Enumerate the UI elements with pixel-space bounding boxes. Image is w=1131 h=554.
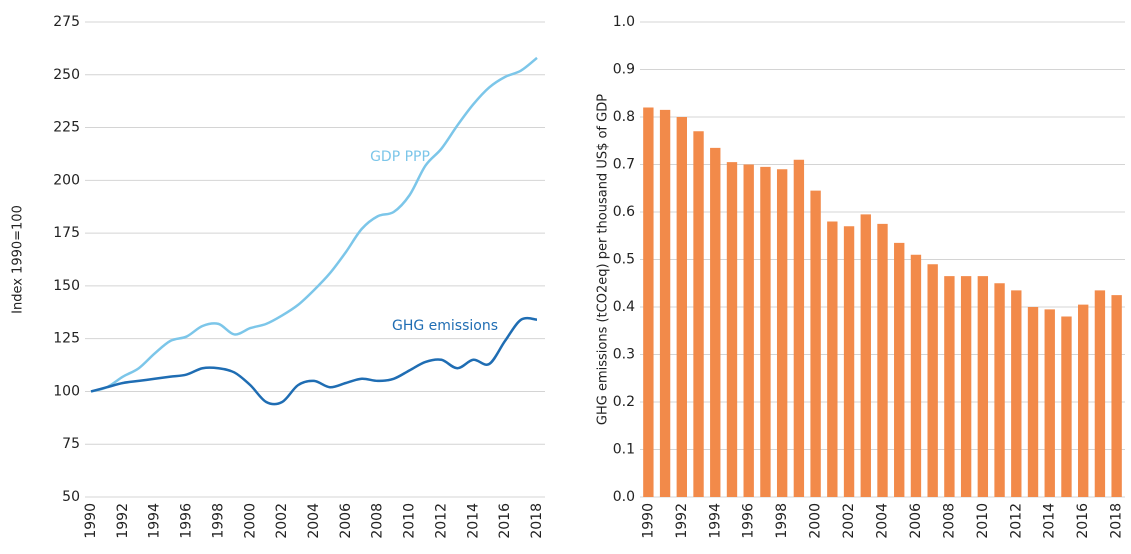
x-tick-label: 1998	[774, 503, 790, 539]
x-tick-label: 2006	[908, 503, 924, 539]
y-tick-label: 0.7	[613, 157, 635, 173]
x-tick-label: 1996	[179, 503, 195, 539]
bar	[994, 283, 1005, 497]
bar	[1011, 290, 1022, 497]
bar	[894, 242, 905, 497]
y-tick-label: 275	[53, 14, 80, 30]
y-tick-label: 0.9	[613, 62, 635, 78]
x-tick-label: 2016	[1075, 503, 1091, 539]
y-tick-label: 100	[53, 383, 80, 399]
x-tick-label: 2018	[529, 503, 545, 539]
y-tick-label: 200	[53, 172, 80, 188]
x-tick-label: 1994	[707, 503, 723, 539]
x-tick-label: 1990	[640, 503, 656, 539]
bar	[927, 264, 938, 497]
x-tick-label: 2002	[274, 503, 290, 539]
y-tick-label: 0.0	[613, 489, 635, 505]
y-tick-label: 0.3	[613, 347, 635, 363]
x-tick-label: 1990	[83, 503, 99, 539]
x-tick-label: 2004	[306, 503, 322, 539]
bar	[643, 107, 654, 497]
y-tick-label: 175	[53, 225, 80, 241]
bar	[827, 221, 838, 497]
x-tick-label: 2010	[975, 503, 991, 539]
y-tick-label: 150	[53, 278, 80, 294]
bar	[793, 159, 805, 497]
x-tick-label: 2008	[370, 503, 386, 539]
bar	[710, 147, 721, 497]
y-tick-label: 0.1	[613, 442, 635, 458]
x-tick-label: 2006	[338, 503, 354, 539]
x-tick-label: 2014	[465, 503, 481, 539]
bar	[659, 109, 671, 497]
bar	[810, 190, 821, 497]
y-tick-label: 75	[62, 436, 80, 452]
bar	[1078, 304, 1089, 497]
series-label: GDP PPP	[370, 149, 430, 165]
bar	[910, 254, 922, 497]
y-tick-label: 0.5	[613, 252, 635, 268]
line-series	[90, 316, 538, 406]
x-tick-label: 2014	[1042, 503, 1058, 539]
x-tick-label: 2012	[433, 503, 449, 539]
series-label: GHG emissions	[392, 318, 498, 334]
x-tick-label: 2008	[941, 503, 957, 539]
x-tick-label: 1992	[115, 503, 131, 539]
x-tick-label: 2000	[242, 503, 258, 539]
x-tick-label: 1998	[210, 503, 226, 539]
bar	[877, 223, 888, 497]
y-tick-label: 225	[53, 120, 80, 136]
y-tick-label: 0.6	[613, 204, 635, 220]
bar	[1061, 316, 1072, 497]
y-tick-label: 0.4	[613, 299, 635, 315]
x-tick-label: 2000	[808, 503, 824, 539]
bar	[1111, 295, 1122, 497]
y-tick-label: 0.8	[613, 109, 635, 125]
bar	[1044, 309, 1055, 497]
bar	[960, 276, 972, 497]
bar	[760, 166, 771, 497]
y-axis-title: Index 1990=100	[11, 205, 26, 314]
bar	[743, 164, 754, 497]
bar	[860, 214, 871, 497]
x-tick-label: 2010	[402, 503, 418, 539]
bar	[776, 169, 788, 497]
y-tick-label: 125	[53, 331, 80, 347]
y-tick-label: 250	[53, 67, 80, 83]
x-tick-label: 2004	[875, 503, 891, 539]
y-tick-label: 50	[62, 489, 80, 505]
bar	[843, 226, 855, 497]
bar	[977, 276, 989, 497]
y-tick-label: 1.0	[613, 14, 635, 30]
bar	[1094, 290, 1106, 497]
bar	[726, 162, 738, 497]
line-series	[90, 56, 538, 393]
x-tick-label: 2012	[1008, 503, 1024, 539]
bar	[1027, 307, 1039, 497]
bar	[676, 117, 687, 497]
x-tick-label: 2016	[497, 503, 513, 539]
x-tick-label: 1992	[674, 503, 690, 539]
x-tick-label: 1996	[741, 503, 757, 539]
y-tick-label: 0.2	[613, 394, 635, 410]
x-tick-label: 2018	[1109, 503, 1125, 539]
bar	[944, 276, 955, 497]
y-axis-title: GHG emissions (tCO2eq) per thousand US$ …	[596, 94, 611, 425]
x-tick-label: 2002	[841, 503, 857, 539]
bar	[693, 131, 704, 497]
x-tick-label: 1994	[147, 503, 163, 539]
